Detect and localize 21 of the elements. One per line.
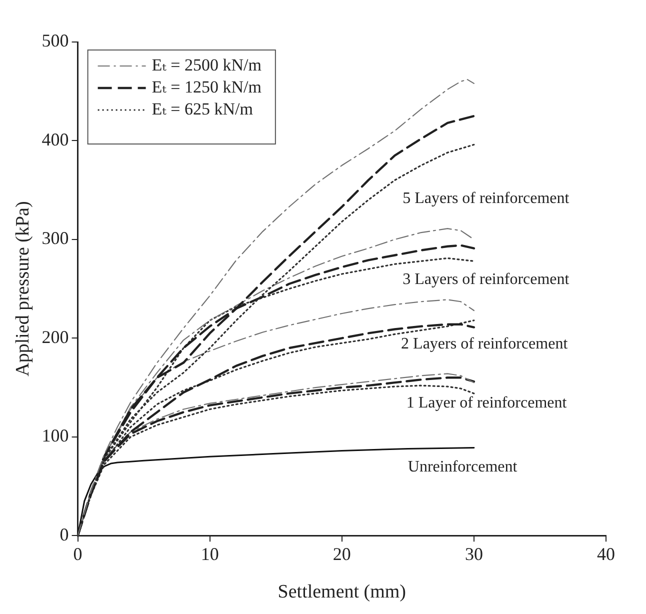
legend-label: Eₜ = 625 kN/m — [152, 99, 253, 118]
annotation: 3 Layers of reinforcement — [402, 271, 570, 288]
y-tick-label: 200 — [42, 326, 69, 347]
x-tick-label: 10 — [200, 544, 219, 564]
y-tick-label: 500 — [42, 30, 69, 51]
x-axis-title: Settlement (mm) — [278, 582, 406, 603]
annotation: 1 Layer of reinforcement — [406, 394, 568, 412]
annotation: 2 Layers of reinforcement — [401, 335, 568, 352]
y-tick-label: 400 — [42, 129, 69, 150]
annotation: Unreinforcement — [408, 458, 518, 476]
y-axis-title: Applied pressure (kPa) — [12, 201, 34, 376]
y-tick-label: 300 — [42, 228, 69, 248]
y-tick-label: 100 — [42, 426, 69, 446]
x-tick-label: 40 — [597, 544, 615, 564]
y-tick-label: 0 — [60, 524, 69, 544]
x-tick-label: 30 — [464, 544, 483, 564]
legend-label: Eₜ = 2500 kN/m — [152, 55, 262, 74]
x-tick-label: 20 — [332, 544, 351, 564]
x-tick-label: 0 — [73, 544, 82, 564]
legend-label: Eₜ = 1250 kN/m — [152, 77, 262, 96]
annotation: 5 Layers of reinforcement — [402, 190, 570, 208]
